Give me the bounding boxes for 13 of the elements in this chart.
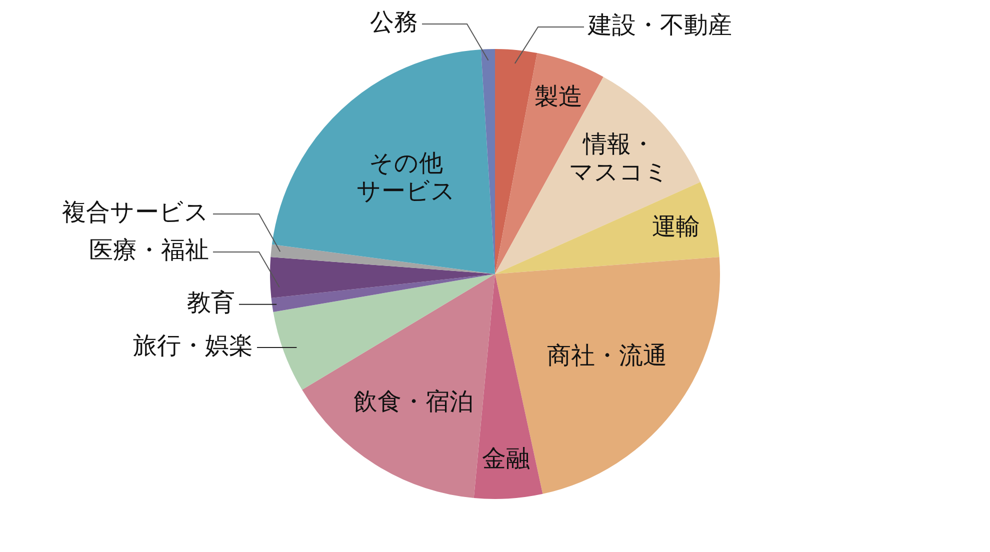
- slice-label: 旅行・娯楽: [133, 332, 253, 360]
- slice-label: その他サービス: [356, 148, 456, 205]
- slice-label: 製造: [534, 82, 582, 111]
- slice-label: 情報・マスコミ: [569, 130, 670, 186]
- slice-label: 公務: [370, 8, 418, 36]
- slice-label: 複合サービス: [62, 198, 209, 226]
- slice-label: 商社・流通: [546, 342, 667, 370]
- slice-label: 教育: [187, 288, 235, 317]
- slice-label: 運輸: [652, 212, 700, 240]
- slice-label: 金融: [482, 444, 530, 473]
- slice-label: 建設・不動産: [587, 11, 732, 40]
- slice-label: 医療・福祉: [89, 236, 209, 264]
- slice-label: 飲食・宿泊: [353, 388, 474, 416]
